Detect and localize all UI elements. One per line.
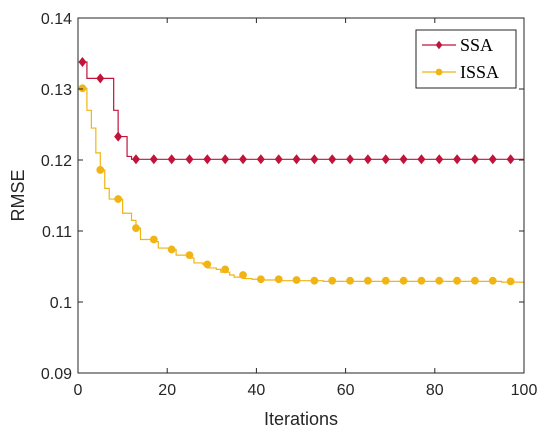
legend: SSA ISSA (415, 29, 517, 89)
data-point-issa (221, 265, 230, 274)
data-point-issa (488, 276, 497, 285)
y-tick-label: 0.11 (42, 224, 72, 241)
data-point-ssa (203, 154, 212, 165)
series-issa (78, 84, 524, 286)
data-point-issa (506, 277, 515, 286)
x-tick-label: 80 (426, 382, 444, 399)
data-point-ssa (221, 154, 230, 165)
data-point-ssa (78, 57, 87, 68)
axes-box (77, 17, 525, 374)
y-axis-title: RMSE (8, 169, 28, 221)
data-point-issa (78, 84, 87, 93)
data-point-issa (471, 276, 479, 285)
data-point-ssa (381, 154, 390, 165)
data-point-issa (114, 195, 123, 203)
y-tick-label: 0.13 (41, 82, 72, 99)
data-point-ssa (310, 154, 319, 165)
data-point-issa (310, 276, 319, 285)
data-point-ssa (346, 154, 355, 165)
data-point-ssa (167, 154, 176, 165)
data-point-issa (132, 224, 140, 233)
data-point-ssa (256, 154, 265, 165)
data-point-ssa (506, 154, 515, 165)
data-point-issa (328, 276, 337, 285)
data-point-issa (453, 276, 462, 285)
data-point-ssa (417, 154, 426, 165)
data-point-ssa (239, 154, 248, 165)
data-point-ssa (114, 131, 123, 142)
x-axis-title: Iterations (264, 409, 338, 429)
data-point-ssa (185, 154, 194, 165)
legend-label-ssa: SSA (460, 35, 493, 55)
data-point-issa (381, 276, 390, 285)
data-point-issa (274, 275, 283, 284)
data-point-ssa (96, 73, 105, 84)
data-point-ssa (274, 154, 283, 165)
x-tick-label: 60 (337, 382, 355, 399)
series-line-ssa (82, 61, 524, 160)
data-point-ssa (292, 154, 301, 165)
series-ssa (78, 57, 524, 165)
legend-marker-diamond (435, 40, 443, 50)
data-point-issa (203, 260, 212, 269)
legend-marker-circle (435, 68, 443, 76)
data-point-ssa (488, 154, 497, 165)
data-point-ssa (453, 154, 462, 165)
data-point-issa (435, 276, 444, 285)
data-point-issa (417, 276, 426, 285)
data-point-ssa (435, 154, 444, 165)
legend-label-issa: ISSA (460, 62, 499, 82)
y-tick-label: 0.09 (41, 366, 72, 383)
data-point-issa (256, 275, 265, 284)
data-point-issa (346, 276, 354, 285)
legend-box (415, 29, 517, 89)
data-point-ssa (328, 154, 337, 165)
data-point-issa (149, 235, 158, 244)
y-tick-label: 0.14 (41, 11, 72, 28)
data-point-issa (239, 271, 247, 279)
x-tick-label: 100 (511, 382, 538, 399)
data-point-ssa (470, 154, 479, 165)
data-point-issa (96, 166, 105, 174)
data-point-ssa (149, 154, 158, 165)
y-tick-label: 0.1 (50, 295, 72, 312)
data-point-issa (399, 276, 408, 285)
axes-layer: 0 20 40 60 80 100 0.09 0.1 0.11 0.12 0.13 0.14 (41, 11, 538, 399)
data-point-ssa (131, 154, 140, 165)
x-tick-label: 40 (248, 382, 266, 399)
data-point-issa (167, 245, 176, 254)
series-layer (78, 57, 524, 286)
data-point-ssa (399, 154, 408, 165)
y-tick-label: 0.12 (41, 153, 72, 170)
data-point-issa (364, 276, 372, 285)
x-tick-label: 0 (74, 382, 83, 399)
x-tick-label: 20 (158, 382, 176, 399)
data-point-ssa (363, 154, 372, 165)
data-point-issa (185, 251, 194, 260)
data-point-issa (292, 276, 301, 284)
